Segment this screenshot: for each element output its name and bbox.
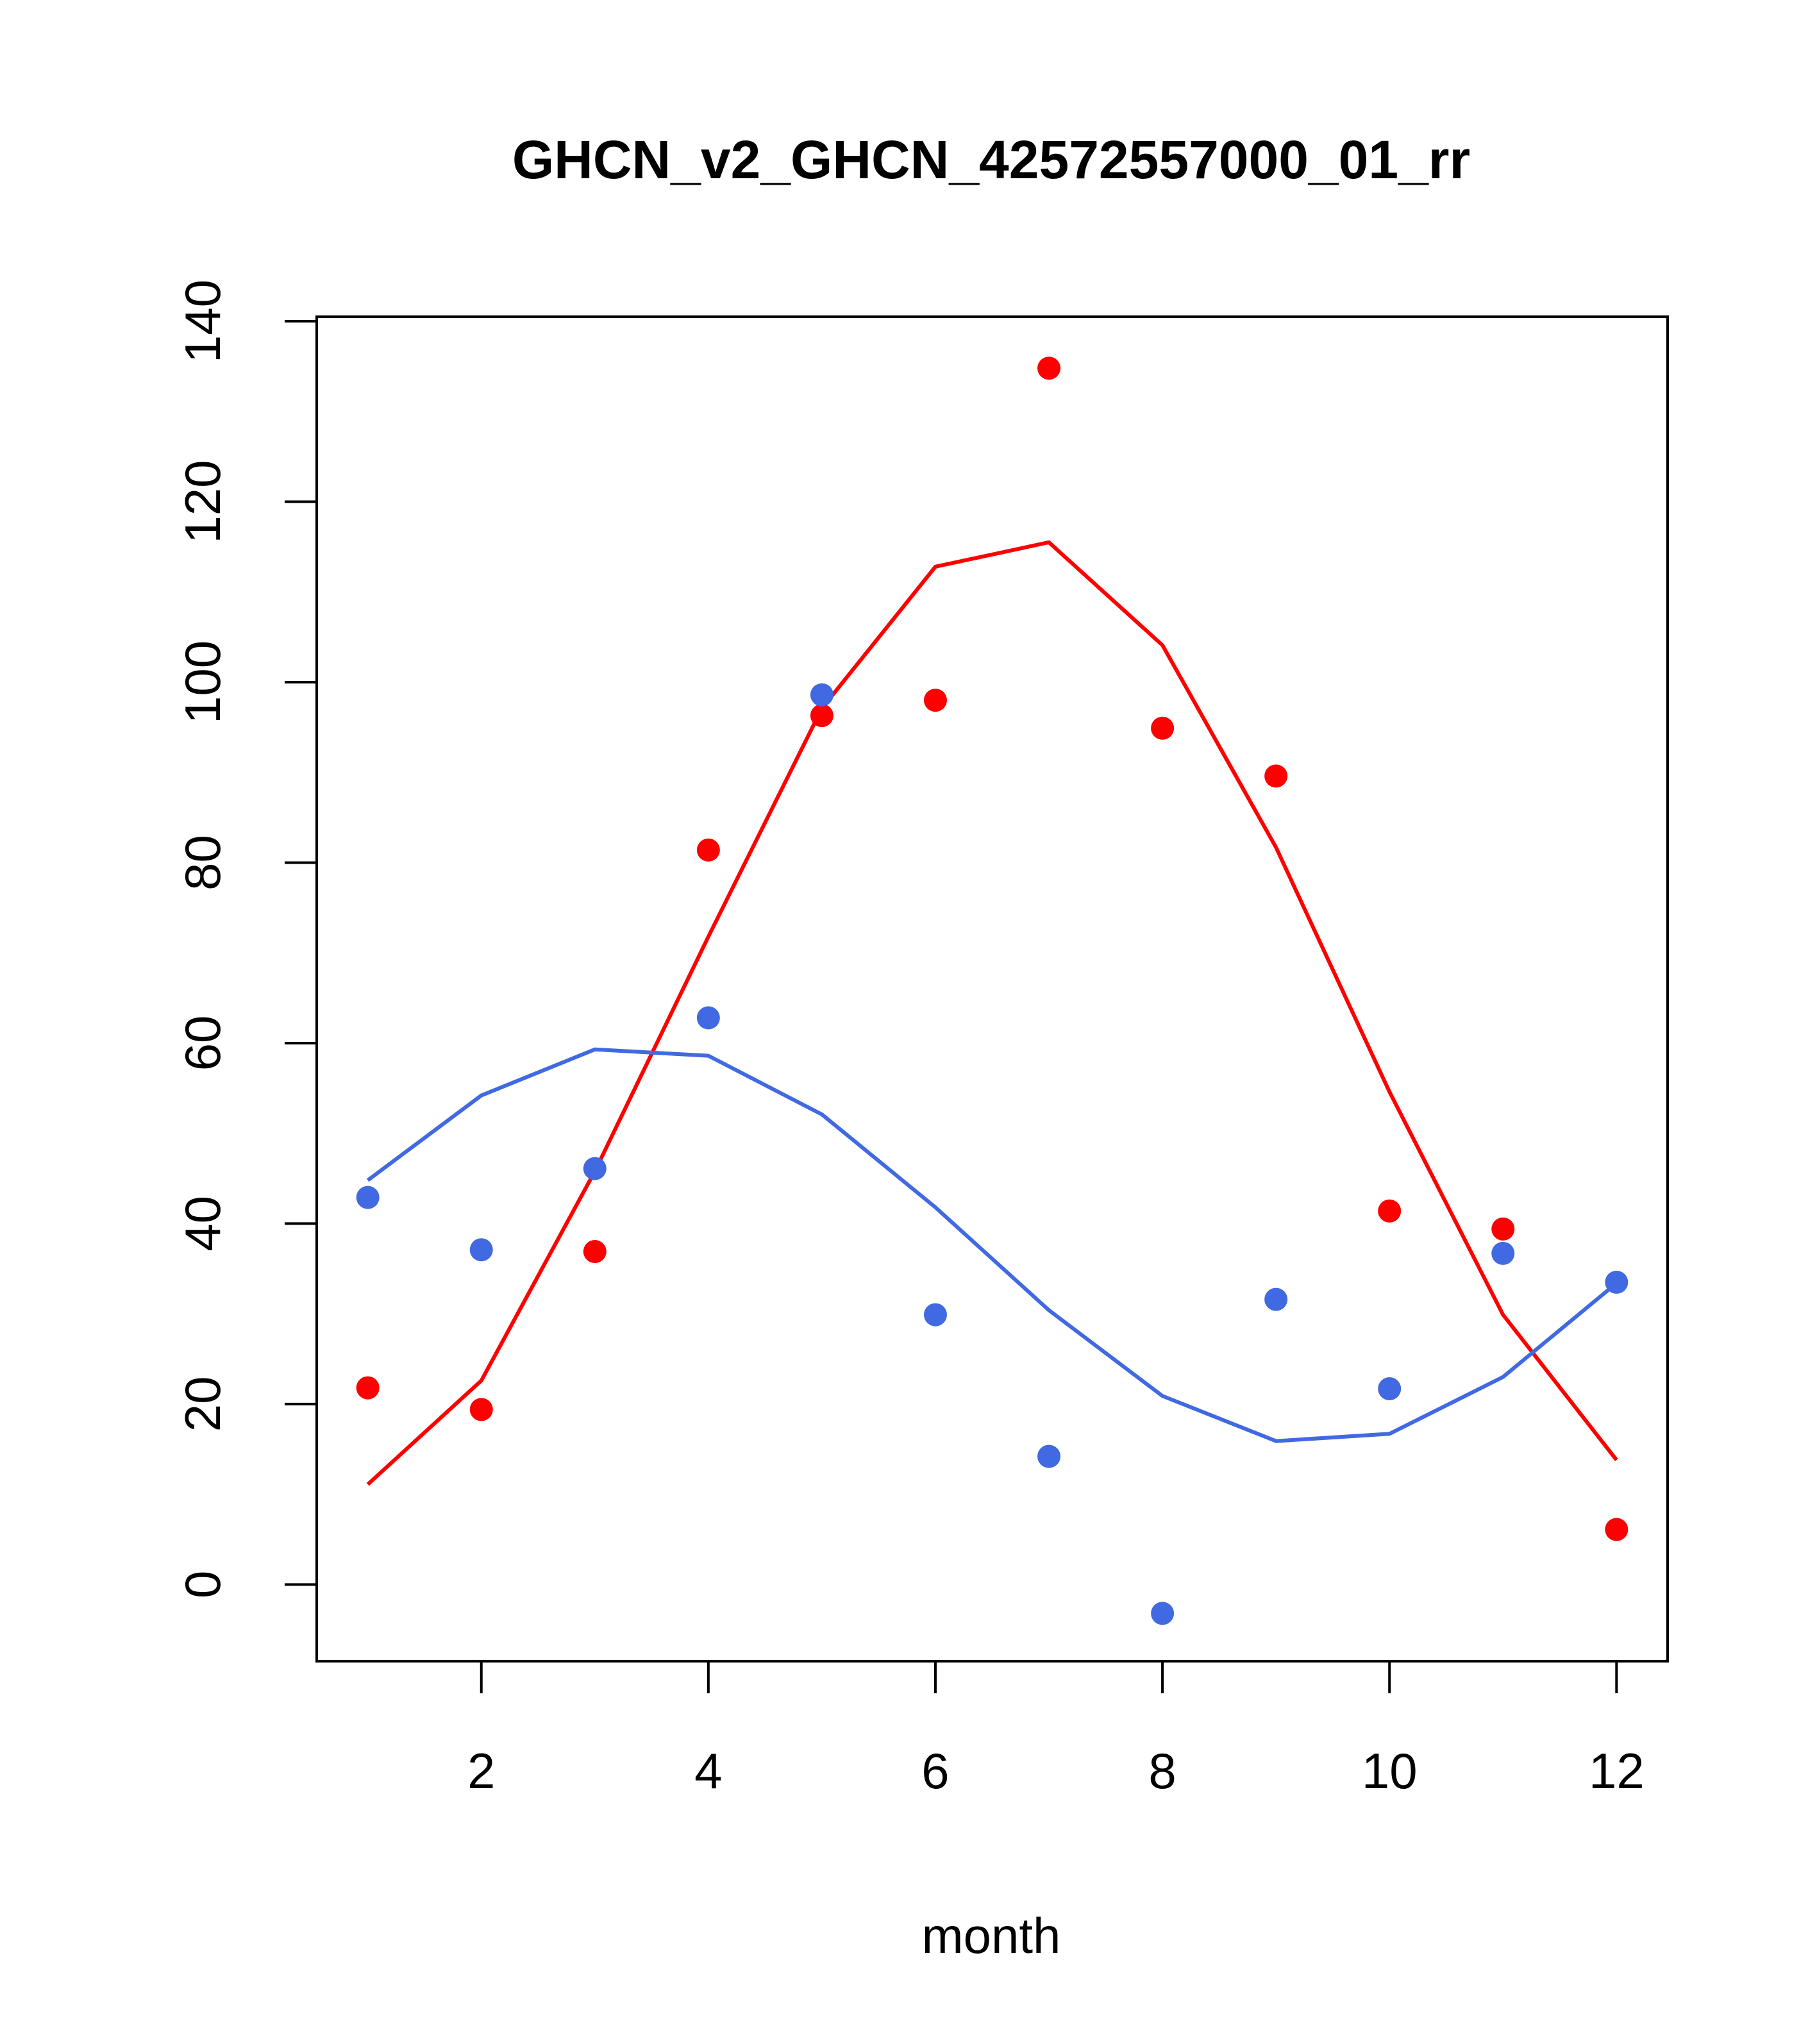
y-tick-label: 80 bbox=[174, 835, 231, 891]
y-tick-label: 140 bbox=[174, 280, 231, 363]
series-2-point bbox=[1605, 1270, 1629, 1294]
series-1-point bbox=[923, 689, 947, 712]
series-1-point bbox=[356, 1376, 380, 1400]
y-tick-label: 100 bbox=[174, 641, 231, 724]
series-1-point bbox=[1264, 764, 1288, 788]
x-axis-label: month bbox=[922, 1907, 1061, 1964]
series-1-point bbox=[469, 1398, 493, 1421]
x-tick-label: 6 bbox=[921, 1743, 949, 1799]
series-1-point bbox=[1491, 1217, 1515, 1241]
y-tick-label: 120 bbox=[174, 460, 231, 543]
series-2-point bbox=[696, 1006, 720, 1030]
series-1-point bbox=[1378, 1199, 1402, 1223]
chart-title: GHCN_v2_GHCN_42572557000_01_rr bbox=[512, 130, 1470, 190]
series-2-point bbox=[810, 683, 833, 707]
y-tick-label: 60 bbox=[174, 1016, 231, 1071]
y-tick-label: 0 bbox=[174, 1571, 231, 1598]
y-axis: 0 20 40 60 80 100 120 140 bbox=[174, 280, 318, 1598]
series-2-line bbox=[366, 1047, 1618, 1443]
y-tick-label: 40 bbox=[174, 1196, 231, 1252]
series-1-point bbox=[583, 1240, 607, 1264]
series-2-point bbox=[583, 1157, 607, 1180]
series-1-point bbox=[1037, 356, 1061, 380]
series-1-point bbox=[810, 704, 833, 728]
series-2-point bbox=[1037, 1445, 1061, 1468]
series-2-point bbox=[1264, 1287, 1288, 1311]
series-1-point bbox=[1605, 1518, 1629, 1541]
x-tick-label: 8 bbox=[1148, 1743, 1176, 1799]
series-2-point bbox=[923, 1303, 947, 1327]
x-tick-label: 2 bbox=[467, 1743, 495, 1799]
series-1-line bbox=[366, 540, 1618, 1486]
series-1-point bbox=[696, 838, 720, 862]
series-2-point bbox=[469, 1238, 493, 1262]
x-tick-label: 10 bbox=[1362, 1743, 1418, 1799]
plot-frame bbox=[315, 315, 1669, 1663]
series-2-point bbox=[1491, 1241, 1515, 1265]
x-tick-label: 12 bbox=[1589, 1743, 1645, 1799]
series-points bbox=[356, 356, 1629, 1625]
series-2-point bbox=[1378, 1377, 1402, 1400]
y-tick-label: 20 bbox=[174, 1377, 231, 1432]
x-tick-label: 4 bbox=[694, 1743, 722, 1799]
series-2-point bbox=[1151, 1602, 1175, 1625]
series-2-point bbox=[356, 1185, 380, 1209]
series-1-point bbox=[1151, 716, 1175, 740]
x-axis: 2 4 6 8 10 12 bbox=[467, 1660, 1645, 1799]
series-lines bbox=[366, 540, 1618, 1486]
